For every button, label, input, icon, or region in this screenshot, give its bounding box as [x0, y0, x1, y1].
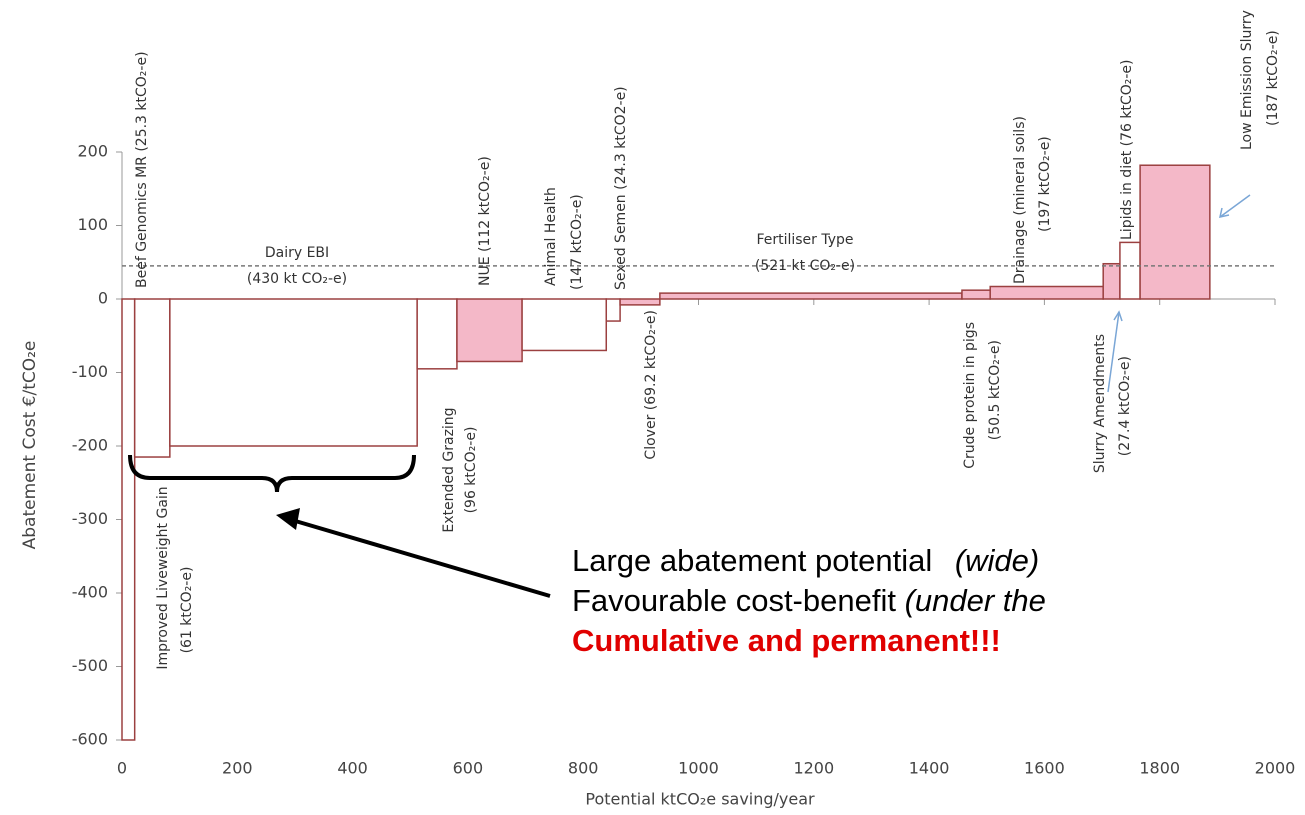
bar-label: (61 ktCO₂-e)	[179, 567, 195, 654]
bar	[169, 298, 418, 447]
x-tick-label: 200	[222, 759, 253, 778]
y-tick-label: -300	[72, 509, 108, 528]
bar-label: (197 ktCO₂-e)	[1037, 136, 1053, 232]
bar	[605, 298, 621, 322]
x-tick-label: 600	[453, 759, 484, 778]
annotation: Cumulative and permanent!!!	[572, 623, 1001, 658]
x-tick-label: 400	[337, 759, 368, 778]
y-tick-label: 100	[77, 215, 108, 234]
bar-label: (27.4 ktCO₂-e)	[1117, 356, 1133, 456]
x-tick-label: 1400	[909, 759, 950, 778]
bar-label: Fertiliser Type	[756, 232, 853, 248]
bar-label: Clover (69.2 ktCO₂-e)	[643, 310, 659, 460]
annotation-emphasis: (wide)	[955, 543, 1039, 578]
y-tick-label: -200	[72, 436, 108, 455]
bar-label: Drainage (mineral soils)	[1012, 116, 1028, 284]
annotation: Large abatement potential (wide)	[572, 543, 1039, 578]
bar-label: (430 kt CO₂-e)	[247, 271, 347, 287]
bar-label: (50.5 ktCO₂-e)	[987, 340, 1003, 440]
bar	[1119, 241, 1141, 300]
annotation-text: Large abatement potential	[572, 543, 941, 578]
bar-label: Animal Health	[543, 187, 559, 286]
bar	[521, 298, 608, 352]
y-tick-label: 0	[98, 289, 108, 308]
y-tick-label: 200	[77, 142, 108, 161]
x-tick-label: 0	[117, 759, 127, 778]
annotation: Favourable cost-benefit (under the	[572, 583, 1046, 618]
annotation-emphasis: (under the	[905, 583, 1046, 618]
bar	[989, 285, 1104, 300]
bar-label: Lipids in diet (76 ktCO₂-e)	[1119, 60, 1135, 241]
bar	[619, 298, 661, 306]
bar-label: Low Emission Slurry	[1239, 10, 1255, 150]
bar-label: Slurry Amendments	[1092, 334, 1108, 473]
bar	[1102, 262, 1121, 300]
pointer-arrows	[1107, 194, 1251, 393]
x-tick-label: 800	[568, 759, 599, 778]
y-tick-label: -400	[72, 583, 108, 602]
bar-label: Improved Liveweight Gain	[155, 486, 171, 669]
bar-label: Dairy EBI	[265, 245, 329, 261]
bracket	[128, 454, 416, 493]
bar-label: (147 ktCO₂-e)	[569, 194, 585, 290]
bar	[1139, 164, 1211, 300]
bar	[456, 298, 523, 363]
bar	[961, 289, 991, 300]
bar	[659, 292, 963, 300]
x-tick-label: 1200	[793, 759, 834, 778]
y-axis-label: Abatement Cost €/tCO₂e	[20, 341, 40, 550]
bar-label: Sexed Semen (24.3 ktCO2-e)	[613, 86, 629, 290]
x-tick-label: 2000	[1255, 759, 1296, 778]
bar-label: Crude protein in pigs	[962, 322, 978, 469]
x-tick-label: 1000	[678, 759, 719, 778]
bar-labels: Beef Genomics MR (25.3 ktCO₂-e) Improved…	[134, 10, 1281, 670]
y-tick-label: -100	[72, 362, 108, 381]
bar-label: (96 ktCO₂-e)	[463, 427, 479, 514]
bar	[121, 298, 136, 741]
bar	[416, 298, 458, 370]
bar-label: (187 ktCO₂-e)	[1265, 30, 1281, 126]
bar	[133, 298, 171, 458]
annotation-arrow	[276, 508, 551, 598]
annotation-text: Favourable cost-benefit	[572, 583, 905, 618]
x-axis-label: Potential ktCO₂e saving/year	[585, 790, 815, 809]
y-tick-label: -500	[72, 656, 108, 675]
bar-label: Extended Grazing	[441, 407, 457, 532]
bar-label: (521 kt CO₂-e)	[755, 258, 855, 274]
x-tick-label: 1800	[1139, 759, 1180, 778]
y-tick-label: -600	[72, 730, 108, 749]
bar-label: Beef Genomics MR (25.3 ktCO₂-e)	[134, 51, 150, 288]
bar-label: NUE (112 ktCO₂-e)	[477, 156, 493, 286]
x-tick-label: 1600	[1024, 759, 1065, 778]
